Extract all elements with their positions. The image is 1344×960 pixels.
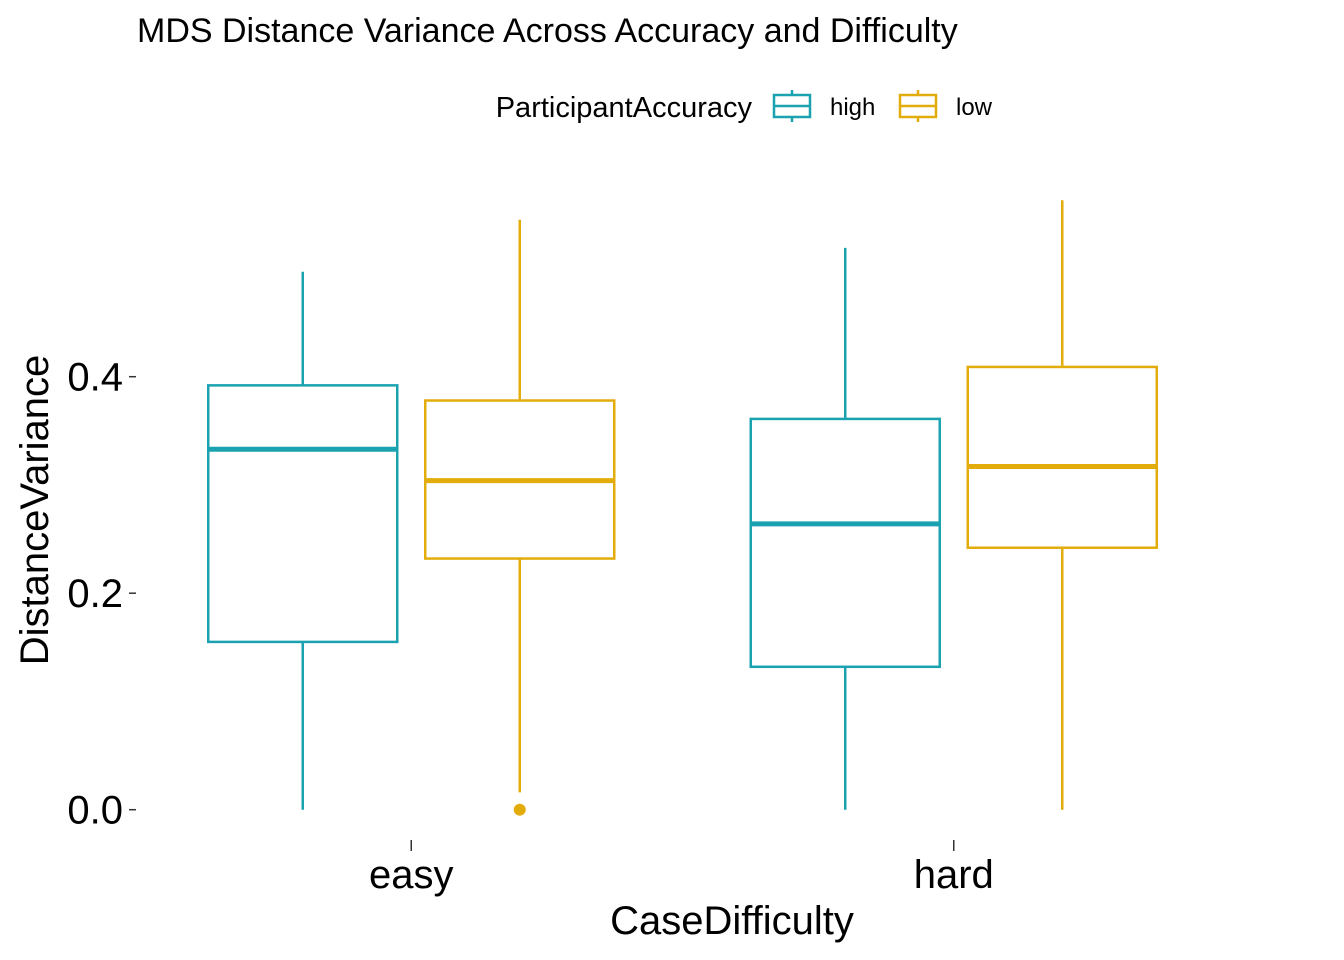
y-tick-label: 0.4 <box>67 356 123 400</box>
box-high-hard <box>749 247 941 810</box>
y-tick-label: 0.0 <box>67 789 123 833</box>
legend-label: high <box>830 94 875 121</box>
plot-area <box>207 200 1158 816</box>
legend-label: low <box>956 94 993 121</box>
legend-key-high: high <box>772 90 875 122</box>
legend-key-low: low <box>898 90 993 122</box>
box-iqr <box>966 365 1158 549</box>
box-iqr <box>207 384 399 644</box>
legend-title: ParticipantAccuracy <box>496 92 753 124</box>
box-low-easy <box>424 219 616 816</box>
box-low-hard <box>966 200 1158 810</box>
x-tick-label: hard <box>914 853 994 897</box>
y-tick-label: 0.2 <box>67 572 123 616</box>
x-tick-label: easy <box>369 853 454 897</box>
y-axis-title: DistanceVariance <box>13 355 57 666</box>
y-axis: 0.0 0.2 0.4 <box>67 356 136 833</box>
box-iqr <box>749 417 941 669</box>
chart-title: MDS Distance Variance Across Accuracy an… <box>137 12 958 50</box>
legend: high low <box>772 90 993 122</box>
box-high-easy <box>207 271 399 810</box>
outlier-point <box>513 803 526 816</box>
x-axis-title: CaseDifficulty <box>610 899 854 943</box>
x-axis: easy hard <box>369 840 994 897</box>
